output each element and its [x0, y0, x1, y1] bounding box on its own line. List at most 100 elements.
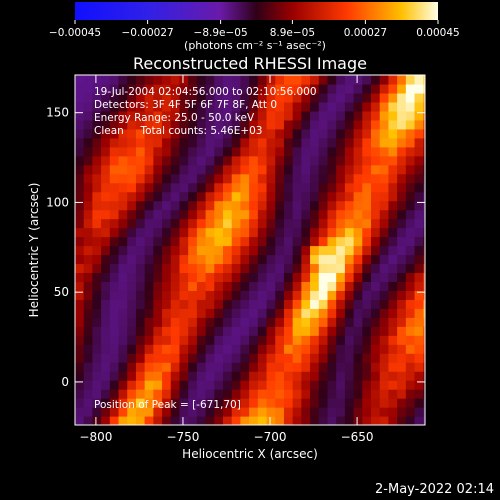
heatmap-cell	[379, 254, 390, 265]
heatmap-cell	[414, 75, 424, 85]
heatmap-cell	[101, 416, 111, 425]
heatmap-cell	[162, 83, 172, 94]
heatmap-cell	[283, 110, 294, 121]
heatmap-cell	[423, 101, 425, 112]
heatmap-cell	[283, 83, 294, 94]
heatmap-cell	[162, 344, 172, 354]
heatmap-cell	[188, 371, 198, 381]
heatmap-cell	[75, 155, 85, 166]
heatmap-cell	[170, 299, 181, 309]
heatmap-cell	[205, 218, 215, 229]
heatmap-cell	[135, 416, 146, 425]
heatmap-cell	[109, 137, 120, 148]
heatmap-cell	[371, 317, 381, 327]
heatmap-cell	[109, 416, 120, 425]
heatmap-cell	[405, 128, 416, 139]
heatmap-cell	[414, 407, 424, 417]
heatmap-cell	[223, 191, 233, 202]
heatmap-cell	[362, 83, 372, 94]
heatmap-cell	[310, 209, 320, 220]
heatmap-cell	[371, 146, 381, 157]
heatmap-cell	[266, 272, 276, 283]
heatmap-cell	[275, 137, 285, 148]
heatmap-cell	[118, 371, 128, 381]
heatmap-cell	[231, 137, 242, 148]
heatmap-cell	[388, 254, 398, 265]
heatmap-cell	[188, 200, 198, 211]
heatmap-cell	[231, 83, 242, 94]
heatmap-cell	[353, 245, 363, 256]
heatmap-cell	[344, 362, 355, 372]
heatmap-cell	[362, 416, 372, 425]
heatmap-cell	[336, 218, 346, 229]
heatmap-cell	[353, 254, 363, 265]
heatmap-cell	[162, 137, 172, 148]
heatmap-cell	[327, 362, 337, 372]
heatmap-cell	[205, 362, 215, 372]
heatmap-cell	[118, 308, 128, 318]
heatmap-cell	[144, 227, 154, 238]
heatmap-cell	[310, 317, 320, 327]
heatmap-cell	[327, 75, 337, 85]
heatmap-cell	[240, 371, 250, 381]
heatmap-cell	[266, 362, 276, 372]
heatmap-cell	[179, 75, 189, 85]
heatmap-cell	[196, 164, 207, 175]
heatmap-cell	[214, 353, 224, 363]
heatmap-cell	[127, 290, 137, 300]
heatmap-cell	[179, 308, 189, 318]
heatmap-cell	[249, 245, 259, 256]
heatmap-cell	[240, 137, 250, 148]
heatmap-cell	[283, 218, 294, 229]
heatmap-cell	[109, 191, 120, 202]
colorbar: −0.00045 −0.00027 −8.9e−05 8.9e−05 0.00027 0.…	[49, 2, 460, 52]
heatmap-cell	[388, 272, 398, 283]
heatmap-cell	[223, 389, 233, 399]
heatmap-cell	[109, 245, 120, 256]
heatmap-cell	[188, 209, 198, 220]
heatmap-cell	[214, 254, 224, 265]
heatmap-cell	[275, 173, 285, 184]
heatmap-cell	[231, 182, 242, 193]
heatmap-cell	[135, 281, 146, 291]
heatmap-cell	[266, 245, 276, 256]
heatmap-cell	[414, 83, 424, 94]
heatmap-cell	[344, 263, 355, 274]
colorbar-tick-label: 0.00027	[344, 27, 387, 39]
heatmap-cell	[353, 146, 363, 157]
heatmap-cell	[362, 407, 372, 417]
heatmap-cell	[301, 362, 311, 372]
heatmap-cell	[162, 209, 172, 220]
heatmap-cell	[292, 75, 302, 85]
heatmap-cell	[266, 200, 276, 211]
heatmap-cell	[257, 281, 268, 291]
heatmap-cell	[379, 344, 390, 354]
heatmap-cell	[292, 83, 302, 94]
heatmap-cell	[379, 407, 390, 417]
heatmap-cell	[127, 137, 137, 148]
heatmap-cell	[205, 254, 215, 265]
heatmap-cell	[249, 146, 259, 157]
heatmap-cell	[144, 344, 154, 354]
heatmap-cell	[83, 407, 94, 417]
heatmap-cell	[83, 263, 94, 274]
heatmap-cell	[310, 218, 320, 229]
colorbar-gradient	[75, 2, 438, 20]
heatmap-cell	[83, 416, 94, 425]
heatmap-cell	[214, 407, 224, 417]
heatmap-cell	[170, 308, 181, 318]
heatmap-cell	[275, 101, 285, 112]
heatmap-cell	[275, 308, 285, 318]
heatmap-cell	[414, 362, 424, 372]
heatmap-cell	[196, 92, 207, 103]
heatmap-cell	[344, 290, 355, 300]
heatmap-cell	[292, 119, 302, 130]
heatmap-cell	[414, 398, 424, 408]
annotation-counts: Clean Total counts: 5.46E+03	[94, 125, 263, 137]
heatmap-cell	[336, 281, 346, 291]
heatmap-cell	[118, 281, 128, 291]
heatmap-cell	[205, 110, 215, 121]
heatmap-cell	[257, 371, 268, 381]
heatmap-cell	[344, 317, 355, 327]
heatmap-cell	[397, 83, 407, 94]
